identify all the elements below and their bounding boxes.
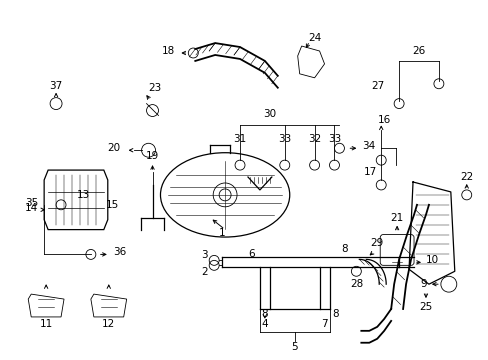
Text: 37: 37 [49, 81, 62, 91]
Text: 18: 18 [162, 46, 175, 56]
Text: 8: 8 [331, 309, 338, 319]
Text: 17: 17 [363, 167, 376, 177]
Text: 13: 13 [77, 190, 90, 200]
Text: 34: 34 [362, 141, 375, 151]
Text: 26: 26 [411, 46, 425, 56]
Text: 24: 24 [307, 33, 321, 43]
Text: 10: 10 [425, 255, 438, 265]
Text: 35: 35 [25, 198, 38, 208]
Text: 36: 36 [113, 247, 126, 257]
Text: 11: 11 [40, 319, 53, 329]
Text: 33: 33 [327, 134, 341, 144]
Text: 16: 16 [377, 116, 390, 126]
Text: 25: 25 [419, 302, 432, 312]
Text: 12: 12 [102, 319, 115, 329]
Text: 2: 2 [201, 267, 207, 277]
Text: 1: 1 [218, 228, 225, 238]
Text: 8: 8 [341, 244, 347, 255]
Text: 31: 31 [233, 134, 246, 144]
Text: 29: 29 [370, 238, 383, 248]
Text: 28: 28 [350, 279, 363, 289]
Text: 14: 14 [25, 203, 38, 213]
Text: 32: 32 [307, 134, 321, 144]
Text: 8: 8 [261, 309, 267, 319]
Text: 21: 21 [390, 213, 403, 223]
Text: 5: 5 [291, 342, 297, 352]
Text: 19: 19 [145, 151, 159, 161]
Text: 9: 9 [420, 279, 426, 289]
Text: 27: 27 [370, 81, 384, 91]
Text: 7: 7 [321, 319, 327, 329]
Text: 30: 30 [263, 108, 276, 118]
Text: 6: 6 [248, 249, 255, 260]
Text: 23: 23 [147, 83, 161, 93]
Text: 4: 4 [261, 319, 267, 329]
Text: 15: 15 [105, 200, 119, 210]
Text: 22: 22 [459, 172, 472, 182]
Text: 3: 3 [201, 251, 207, 260]
Text: 20: 20 [107, 143, 121, 153]
Text: 33: 33 [278, 134, 291, 144]
